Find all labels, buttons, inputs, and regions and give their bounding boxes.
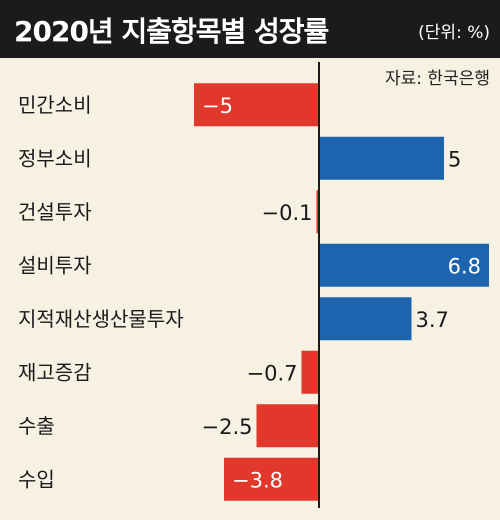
value-label: −0.1 <box>262 201 313 225</box>
category-label: 지적재산생산물투자 <box>18 307 184 331</box>
category-label: 정부소비 <box>18 146 92 170</box>
bar <box>301 350 319 394</box>
value-label: 6.8 <box>448 254 481 278</box>
value-label: 5 <box>448 147 461 171</box>
chart-header: 2020년 지출항목별 성장률 (단위: %) <box>0 0 500 58</box>
value-label: −5 <box>202 94 233 118</box>
value-label: 3.7 <box>416 308 449 332</box>
value-label: −3.8 <box>232 468 283 492</box>
bar <box>256 404 319 448</box>
source-label: 자료: 한국은행 <box>385 69 490 89</box>
chart-title: 2020년 지출항목별 성장률 <box>14 15 329 48</box>
bar <box>319 136 444 180</box>
value-label: −0.7 <box>247 361 298 385</box>
category-label: 건설투자 <box>18 200 92 224</box>
category-label: 재고증감 <box>18 360 92 384</box>
bar <box>224 457 319 501</box>
category-label: 수입 <box>18 467 55 491</box>
value-label: −2.5 <box>202 415 253 439</box>
category-label: 설비투자 <box>18 253 92 277</box>
category-label: 수출 <box>18 414 55 438</box>
bar <box>319 297 412 341</box>
bar <box>319 243 489 287</box>
bar <box>194 83 319 127</box>
unit-label: (단위: %) <box>418 23 490 43</box>
category-label: 민간소비 <box>18 93 92 117</box>
bar <box>316 190 319 234</box>
